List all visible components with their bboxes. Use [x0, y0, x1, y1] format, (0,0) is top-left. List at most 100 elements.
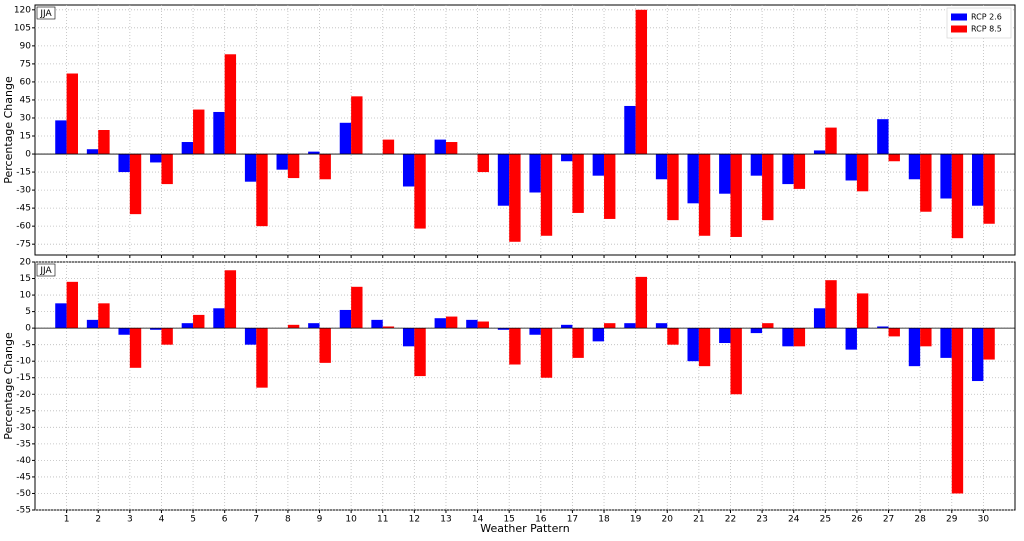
y-tick-label: -45 [16, 204, 31, 214]
bar [561, 324, 573, 329]
bar [477, 321, 489, 329]
y-tick-label: 30 [20, 113, 32, 123]
x-tick-label: 1 [64, 515, 70, 525]
bar [308, 323, 320, 329]
x-tick-label: 4 [159, 515, 165, 525]
bar [319, 154, 331, 180]
y-tick-label: 75 [20, 59, 31, 69]
bar [940, 154, 952, 199]
bar [877, 326, 889, 329]
y-tick-label: -20 [16, 390, 31, 400]
legend-box [946, 7, 1012, 39]
x-tick-label: 26 [851, 515, 863, 525]
bar [497, 328, 510, 330]
bar [592, 154, 605, 176]
bar [972, 154, 984, 206]
bar [477, 154, 489, 173]
bar [888, 154, 900, 162]
bar [66, 73, 78, 155]
y-tick-label: 15 [20, 274, 31, 284]
bar [66, 281, 78, 329]
bar [624, 323, 636, 329]
bar [509, 154, 521, 242]
x-tick-label: 27 [883, 515, 894, 525]
bar [382, 326, 395, 329]
y-tick-label: -15 [16, 373, 31, 383]
bar [256, 154, 268, 227]
bar [371, 319, 383, 329]
bar [730, 154, 742, 237]
bar [667, 154, 679, 221]
bar [540, 154, 553, 236]
bar [793, 154, 806, 189]
bar [276, 154, 288, 170]
bar [319, 328, 331, 363]
y-tick-label: 45 [20, 95, 31, 105]
bar [161, 328, 173, 345]
x-axis-label: Weather Pattern [480, 522, 569, 535]
x-tick-label: 16 [535, 515, 547, 525]
y-tick-label: -40 [16, 456, 31, 466]
bar [951, 328, 964, 494]
bar [687, 328, 699, 362]
y-tick-label: 60 [20, 77, 32, 87]
bar [825, 280, 837, 329]
bar [813, 308, 826, 329]
x-tick-label: 15 [503, 515, 514, 525]
bar [497, 154, 510, 206]
y-tick-label: -55 [16, 506, 31, 516]
bar [762, 323, 774, 329]
bar [983, 154, 995, 224]
bar [351, 286, 363, 329]
bar [224, 270, 237, 329]
bar [339, 122, 352, 155]
bar [244, 328, 257, 345]
y-tick-label: -50 [16, 489, 31, 499]
bar [445, 142, 458, 155]
bar [635, 9, 648, 155]
y-tick-label: 120 [14, 5, 31, 15]
bar [845, 154, 857, 181]
bar [213, 308, 225, 329]
x-tick-label: 10 [345, 515, 357, 525]
annotation: JJA [39, 266, 52, 276]
bar [655, 154, 668, 180]
bar [244, 154, 257, 182]
x-tick-label: 6 [222, 515, 228, 525]
bar [920, 154, 932, 212]
y-tick-label: 5 [25, 307, 31, 317]
x-tick-label: 2 [95, 515, 101, 525]
x-tick-label: 21 [693, 515, 704, 525]
bar [181, 142, 194, 155]
bar [308, 151, 320, 155]
legend-swatch [951, 25, 967, 33]
y-tick-label: -10 [16, 357, 31, 367]
bar [193, 109, 205, 155]
bar [98, 130, 110, 155]
x-tick-label: 8 [285, 515, 291, 525]
bar [782, 154, 794, 185]
bar [813, 150, 826, 155]
bar [719, 154, 731, 194]
x-tick-label: 24 [788, 515, 800, 525]
annotation: JJA [39, 9, 52, 19]
bar [655, 323, 668, 329]
bar [920, 328, 932, 347]
bar [287, 154, 300, 179]
bar [402, 328, 415, 347]
x-tick-label: 7 [253, 515, 259, 525]
y-tick-label: 20 [20, 258, 32, 268]
bar [940, 328, 952, 358]
bar [719, 328, 731, 344]
bar [687, 154, 699, 204]
x-tick-label: 19 [630, 515, 642, 525]
bar [118, 154, 130, 173]
x-tick-label: 17 [567, 515, 578, 525]
y-tick-label: 15 [20, 132, 31, 142]
bar [782, 328, 794, 347]
bar [845, 328, 857, 350]
bar [118, 328, 130, 335]
bar [529, 154, 541, 193]
